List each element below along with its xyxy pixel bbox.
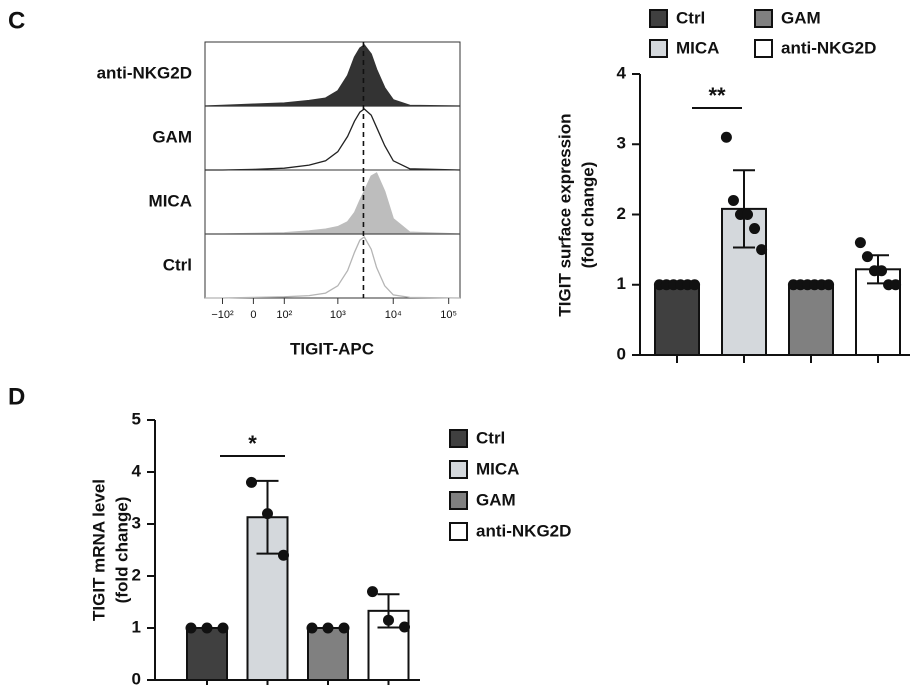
y-axis-label: (fold change) (578, 162, 597, 269)
data-point (861, 251, 873, 263)
legend-label: GAM (476, 490, 516, 509)
series-label: anti-NKG2D (97, 63, 192, 82)
legend-swatch (449, 460, 468, 479)
legend-label: Ctrl (476, 428, 505, 447)
y-tick-label: 0 (617, 344, 626, 363)
data-point (338, 622, 350, 634)
legend-swatch (754, 9, 773, 28)
data-point (720, 131, 732, 143)
x-tick-label: 0 (250, 309, 256, 321)
legend-label: anti-NKG2D (476, 521, 571, 540)
legend-swatch (649, 9, 668, 28)
data-point (278, 549, 289, 561)
y-tick-label: 5 (132, 409, 141, 428)
panel-label: C (8, 7, 25, 34)
data-point (876, 265, 888, 277)
y-tick-label: 4 (617, 63, 627, 82)
x-tick-label: 10⁵ (440, 309, 457, 321)
panel-label: D (8, 383, 25, 410)
x-tick-label: 10³ (330, 309, 346, 321)
legend-label: MICA (676, 38, 719, 57)
y-tick-label: 2 (617, 204, 626, 223)
y-tick-label: 3 (617, 134, 626, 153)
data-point (689, 279, 701, 291)
data-point (749, 223, 761, 235)
legend-swatch (649, 39, 668, 58)
data-point (727, 194, 739, 206)
bar (654, 283, 700, 356)
legend-label: MICA (476, 459, 519, 478)
y-axis-label: TIGIT mRNA level (89, 479, 108, 621)
y-tick-label: 2 (132, 565, 141, 584)
data-point (185, 622, 197, 634)
legend-swatch (754, 39, 773, 58)
y-axis-label: TIGIT surface expression (555, 113, 574, 316)
x-axis-label: TIGIT-APC (290, 339, 374, 358)
data-point (854, 237, 866, 249)
significance-label: * (248, 431, 257, 456)
legend-label: GAM (781, 8, 821, 27)
y-axis-label: (fold change) (112, 497, 131, 604)
data-point (367, 586, 378, 598)
legend-swatch (449, 522, 468, 541)
legend-label: anti-NKG2D (781, 38, 876, 57)
y-tick-label: 1 (617, 274, 626, 293)
significance-label: ** (708, 83, 726, 108)
error-bar (733, 169, 755, 249)
x-tick-label: 10² (276, 309, 292, 321)
histogram (205, 172, 461, 235)
legend-swatch (449, 429, 468, 448)
data-point (742, 209, 754, 220)
data-point (890, 279, 902, 291)
series-label: MICA (149, 191, 192, 210)
x-tick-label: −10² (211, 309, 234, 321)
data-point (322, 622, 334, 634)
bar (186, 627, 228, 681)
data-point (306, 622, 318, 634)
data-point (823, 279, 835, 291)
data-point (217, 622, 229, 634)
series-label: Ctrl (163, 255, 192, 274)
y-tick-label: 4 (132, 461, 142, 480)
data-point (246, 476, 257, 488)
legend-swatch (449, 491, 468, 510)
histogram (204, 44, 461, 107)
histogram (205, 108, 461, 171)
data-point (201, 622, 213, 634)
x-tick-label: 10⁴ (385, 309, 402, 321)
bar (307, 627, 349, 681)
y-tick-label: 0 (132, 669, 141, 685)
data-point (262, 508, 273, 520)
data-point (383, 614, 394, 626)
histogram (205, 236, 461, 299)
data-point (756, 244, 768, 256)
data-point (399, 621, 410, 633)
y-tick-label: 3 (132, 513, 141, 532)
bar (788, 283, 834, 356)
legend-label: Ctrl (676, 8, 705, 27)
y-tick-label: 1 (132, 617, 141, 636)
series-label: GAM (152, 127, 192, 146)
